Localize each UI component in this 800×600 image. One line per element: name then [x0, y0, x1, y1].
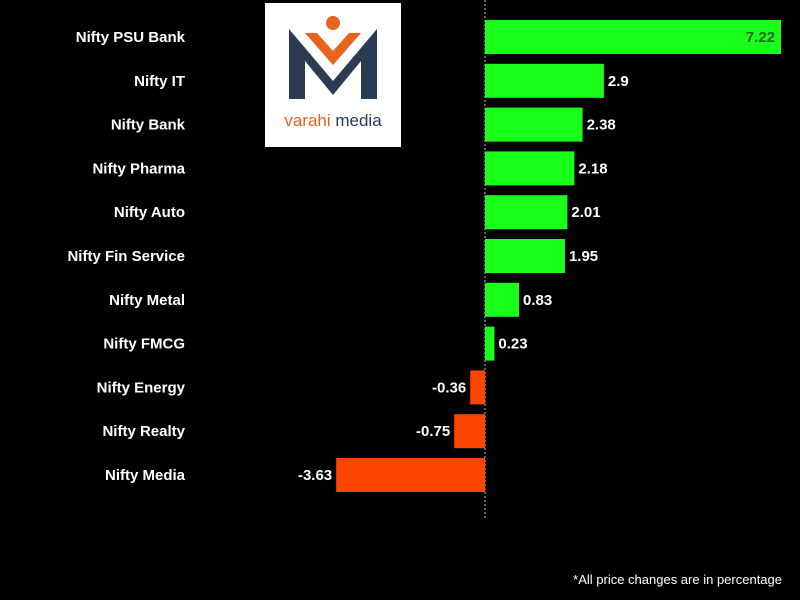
- bar: [485, 20, 782, 54]
- bar: [485, 195, 568, 230]
- category-label: Nifty PSU Bank: [76, 29, 186, 46]
- value-label: -0.75: [416, 423, 450, 440]
- category-label: Nifty Pharma: [92, 160, 185, 177]
- bar: [454, 414, 485, 449]
- value-label: 2.9: [608, 73, 629, 90]
- footnote: *All price changes are in percentage: [573, 572, 782, 587]
- varahi-media-logo: varahi media: [265, 3, 401, 147]
- value-label: 0.83: [523, 292, 552, 309]
- value-label: 0.23: [498, 336, 527, 353]
- value-label: 1.95: [569, 248, 598, 265]
- value-label: 2.01: [571, 204, 600, 221]
- bar: [470, 370, 485, 405]
- value-label: -0.36: [432, 379, 466, 396]
- category-label: Nifty Auto: [114, 204, 185, 221]
- bar: [485, 282, 520, 317]
- bar: [336, 458, 485, 492]
- value-label: 7.22: [746, 29, 775, 46]
- bar: [485, 239, 565, 273]
- bar: [485, 151, 575, 186]
- bar: [485, 107, 583, 142]
- category-label: Nifty Energy: [97, 379, 186, 396]
- value-label: 2.38: [587, 117, 616, 134]
- bar: [485, 326, 495, 361]
- logo-mark: [289, 16, 377, 99]
- category-label: Nifty Fin Service: [67, 248, 185, 265]
- category-label: Nifty Metal: [109, 292, 185, 309]
- logo-wordmark: varahi media: [284, 111, 382, 130]
- value-label: -3.63: [298, 467, 332, 484]
- category-label: Nifty FMCG: [103, 336, 185, 353]
- bar: [485, 63, 604, 98]
- value-label: 2.18: [578, 160, 607, 177]
- category-label: Nifty Media: [105, 467, 186, 484]
- category-label: Nifty IT: [134, 73, 185, 90]
- category-label: Nifty Realty: [102, 423, 185, 440]
- category-label: Nifty Bank: [111, 117, 186, 134]
